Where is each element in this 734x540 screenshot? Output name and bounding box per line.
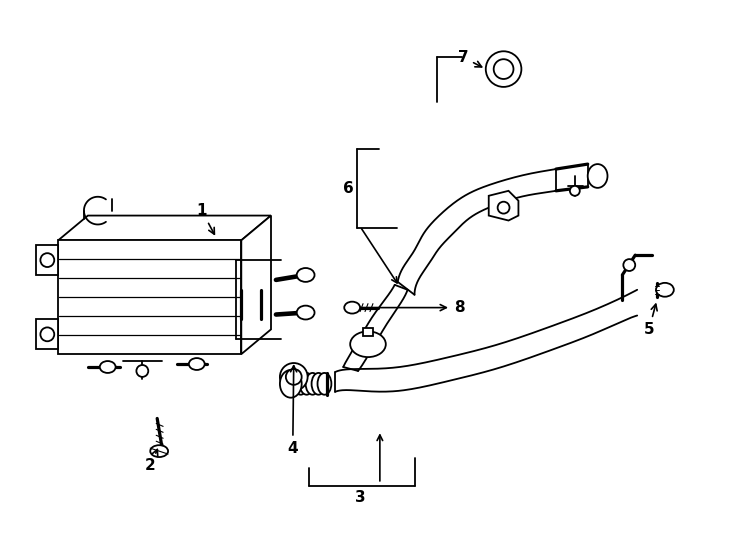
Ellipse shape: [494, 59, 514, 79]
Text: 8: 8: [361, 300, 465, 315]
Ellipse shape: [588, 164, 608, 188]
Ellipse shape: [570, 186, 580, 196]
Ellipse shape: [137, 365, 148, 377]
Polygon shape: [37, 245, 58, 275]
Ellipse shape: [318, 373, 331, 395]
Ellipse shape: [297, 306, 315, 320]
Ellipse shape: [486, 51, 521, 87]
Text: 5: 5: [644, 304, 657, 337]
Ellipse shape: [150, 445, 168, 457]
Polygon shape: [37, 320, 58, 349]
Bar: [363, 328, 373, 336]
Polygon shape: [58, 240, 241, 354]
Text: 1: 1: [197, 203, 214, 234]
Text: 6: 6: [343, 181, 354, 197]
Ellipse shape: [305, 373, 319, 395]
Ellipse shape: [286, 369, 302, 385]
Ellipse shape: [40, 327, 54, 341]
Polygon shape: [489, 191, 518, 220]
Ellipse shape: [344, 302, 360, 314]
Ellipse shape: [189, 358, 205, 370]
Ellipse shape: [280, 370, 302, 397]
Ellipse shape: [311, 373, 325, 395]
Ellipse shape: [294, 373, 308, 395]
Ellipse shape: [280, 363, 308, 391]
Text: 2: 2: [145, 449, 158, 474]
Text: 7: 7: [458, 50, 482, 67]
Ellipse shape: [656, 283, 674, 296]
Ellipse shape: [297, 268, 315, 282]
Ellipse shape: [498, 202, 509, 214]
Ellipse shape: [40, 253, 54, 267]
Ellipse shape: [623, 259, 635, 271]
Text: 4: 4: [288, 366, 298, 456]
Polygon shape: [241, 215, 271, 354]
Ellipse shape: [299, 373, 313, 395]
Polygon shape: [58, 215, 271, 240]
Ellipse shape: [350, 332, 386, 357]
Ellipse shape: [100, 361, 116, 373]
Text: 3: 3: [355, 490, 366, 505]
